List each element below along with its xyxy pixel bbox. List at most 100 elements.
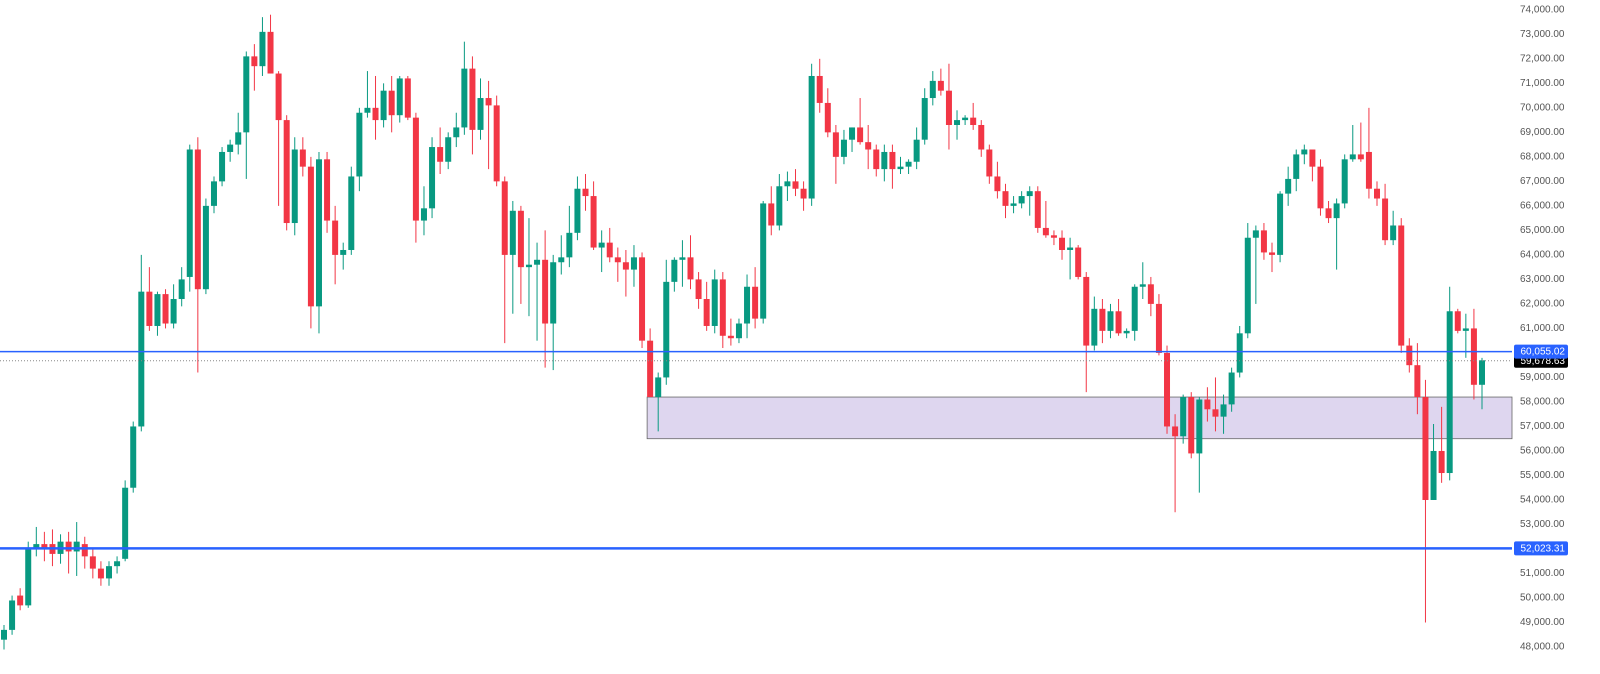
candle-body	[81, 544, 88, 557]
candle-body	[550, 262, 557, 324]
candle-body	[639, 257, 646, 341]
candle-body	[679, 257, 686, 260]
candle-body	[445, 137, 452, 162]
candle-body	[1002, 191, 1009, 206]
candle-body	[1406, 345, 1413, 366]
candle-body	[501, 181, 508, 255]
horizontal-line-tag	[1514, 541, 1568, 556]
candle-body	[784, 181, 791, 187]
candle-body	[437, 147, 444, 162]
candle-body	[202, 205, 209, 290]
candle-body	[1164, 352, 1171, 427]
candle-body	[558, 257, 565, 263]
candle-body	[348, 176, 355, 250]
y-tick-label: 69,000.00	[1520, 127, 1565, 138]
y-tick-label: 72,000.00	[1520, 53, 1565, 64]
candle-body	[33, 544, 40, 550]
candle-body	[1083, 276, 1090, 346]
candle-body	[1470, 328, 1477, 385]
candle-body	[824, 102, 831, 133]
candle-body	[744, 286, 751, 324]
candle-body	[1454, 311, 1461, 331]
y-tick-label: 70,000.00	[1520, 102, 1565, 113]
candle-body	[1204, 399, 1211, 410]
candle-body	[356, 112, 363, 177]
candle-body	[1147, 284, 1154, 304]
candle-body	[186, 149, 193, 277]
candle-body	[1479, 360, 1485, 385]
candle-body	[929, 80, 936, 99]
candle-body	[1107, 311, 1114, 331]
candle-body	[622, 262, 629, 270]
candle-body	[1196, 399, 1203, 454]
candle-body	[873, 149, 880, 170]
candle-body	[1, 629, 7, 640]
candle-body	[1252, 230, 1259, 238]
candle-body	[412, 117, 419, 221]
candle-body	[235, 132, 242, 145]
candle-body	[1301, 149, 1308, 155]
candle-body	[1228, 372, 1235, 405]
y-tick-label: 68,000.00	[1520, 151, 1565, 162]
candle-body	[1155, 303, 1162, 353]
candle-body	[1333, 203, 1340, 219]
candle-body	[978, 124, 985, 150]
candle-body	[275, 73, 282, 121]
candle-body	[1018, 196, 1025, 204]
candle-body	[1075, 247, 1082, 277]
candle-body	[905, 161, 912, 167]
candle-body	[1309, 149, 1316, 167]
candle-body	[1357, 154, 1364, 160]
candle-body	[162, 294, 169, 324]
candle-body	[534, 259, 541, 265]
candle-body	[41, 544, 48, 550]
y-tick-label: 74,000.00	[1520, 4, 1565, 15]
y-tick-label: 57,000.00	[1520, 421, 1565, 432]
candle-body	[727, 335, 734, 339]
candle-body	[808, 75, 815, 199]
candle-body	[396, 78, 403, 116]
candle-body	[340, 249, 347, 255]
candle-body	[1317, 166, 1324, 209]
candle-body	[283, 120, 290, 224]
y-tick-label: 61,000.00	[1520, 323, 1565, 334]
candle-body	[170, 299, 177, 324]
candle-body	[1050, 235, 1057, 238]
candle-body	[1139, 284, 1146, 287]
y-tick-label: 64,000.00	[1520, 250, 1565, 261]
candle-body	[760, 203, 767, 319]
y-tick-label: 49,000.00	[1520, 617, 1565, 628]
candle-body	[9, 600, 16, 630]
candle-body	[493, 105, 500, 182]
candle-body	[324, 159, 331, 221]
y-tick-label: 53,000.00	[1520, 519, 1565, 530]
candle-body	[921, 98, 928, 140]
candle-body	[453, 127, 460, 138]
horizontal-line-label: 52,023.31	[1521, 544, 1566, 555]
candle-body	[17, 595, 24, 606]
candle-body	[315, 159, 322, 307]
candle-body	[97, 568, 104, 579]
candle-body	[1285, 178, 1292, 194]
candle-body	[73, 541, 80, 552]
candle-body	[695, 279, 702, 300]
candle-body	[1260, 230, 1267, 253]
candle-body	[517, 210, 524, 268]
candle-body	[1382, 198, 1389, 241]
candle-body	[1188, 397, 1195, 454]
horizontal-line-label: 60,055.02	[1521, 347, 1566, 358]
candle-body	[525, 264, 532, 268]
candle-body	[663, 281, 670, 378]
candle-body	[1293, 154, 1300, 179]
candle-body	[840, 139, 847, 157]
candle-body	[606, 242, 613, 258]
price-axis	[1512, 0, 1600, 674]
candle-body	[1438, 450, 1445, 474]
candle-body	[1365, 151, 1372, 189]
candle-body	[865, 142, 872, 150]
candle-body	[267, 31, 274, 74]
y-tick-label: 65,000.00	[1520, 225, 1565, 236]
candle-body	[469, 68, 476, 130]
y-tick-label: 55,000.00	[1520, 470, 1565, 481]
